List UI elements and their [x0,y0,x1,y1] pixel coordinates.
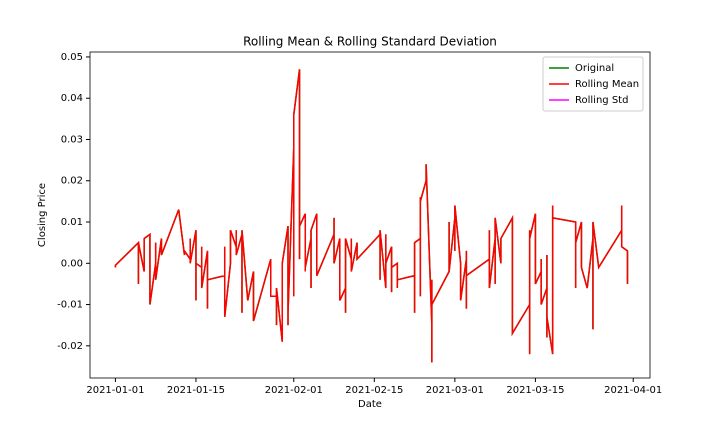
legend-label: Rolling Std [575,95,628,106]
y-axis-label: Closing Price [37,183,48,247]
legend-box [542,56,644,112]
y-tick-label: 0.02 [61,176,83,187]
x-axis-label: Date [358,399,382,410]
y-tick-label: 0.04 [61,93,83,104]
y-tick-label: 0.05 [61,52,83,63]
x-tick-label: 2021-04-01 [604,385,662,396]
x-tick-label: 2021-01-01 [86,385,144,396]
legend-label: Rolling Mean [575,79,639,90]
plot-frame [89,51,651,379]
x-tick-label: 2021-01-15 [167,385,225,396]
legend-label: Original [575,63,614,74]
x-tick-label: 2021-03-01 [426,385,484,396]
y-tick-label: 0.03 [61,134,83,145]
y-tick-label: 0.01 [61,217,83,228]
y-tick-label: -0.02 [57,341,83,352]
series-line [114,69,629,363]
y-tick-label: -0.01 [57,300,83,311]
y-tick-label: 0.00 [61,258,83,269]
x-tick-label: 2021-03-15 [506,385,564,396]
chart-title: Rolling Mean & Rolling Standard Deviatio… [243,35,497,49]
x-tick-label: 2021-02-15 [345,385,403,396]
x-tick-label: 2021-02-01 [265,385,323,396]
